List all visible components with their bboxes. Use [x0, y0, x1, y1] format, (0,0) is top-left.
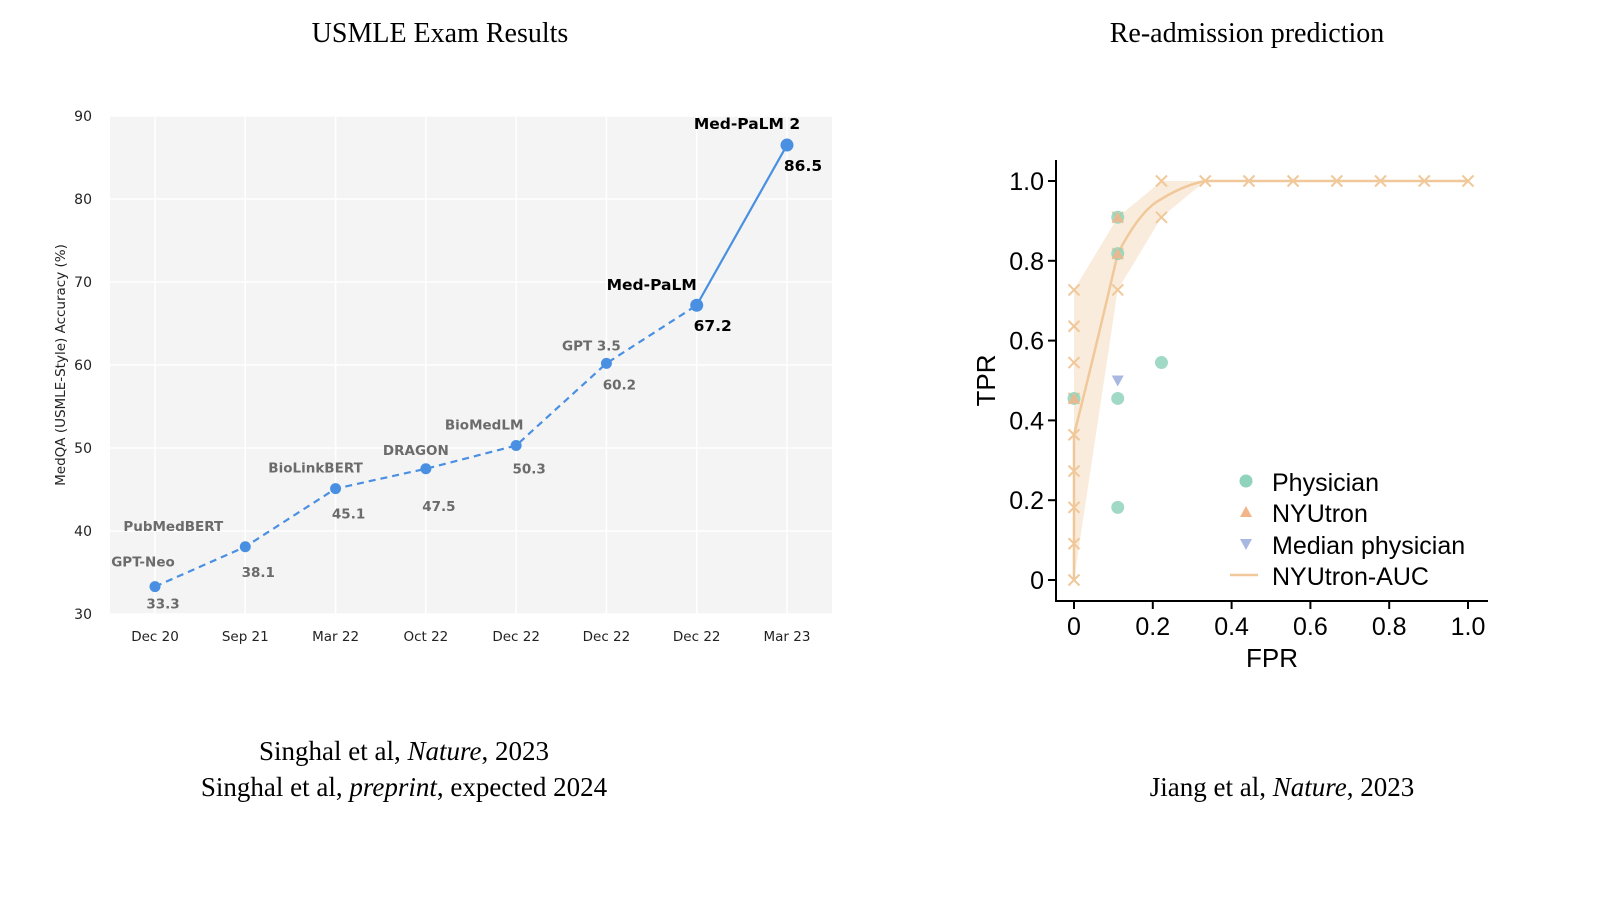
x-tick-label: 0.4 [1214, 613, 1249, 641]
citation-nature-2023: Singhal et al, Nature, 2023 [259, 736, 549, 767]
data-point [420, 463, 432, 475]
value-label: 45.1 [332, 507, 365, 523]
y-tick-label: 60 [74, 358, 92, 374]
value-label: 60.2 [603, 377, 636, 393]
model-label: BioLinkBERT [268, 461, 363, 477]
nyutron-marker [1068, 392, 1080, 404]
cross-marker [1067, 320, 1081, 333]
cross-stroke [1111, 283, 1124, 297]
x-tick-label: 0 [1067, 613, 1081, 641]
x-tick-label: Dec 22 [583, 629, 631, 645]
nyutron-auc-line [1072, 179, 1468, 580]
x-tick-label: 1.0 [1451, 613, 1486, 641]
citation-journal: preprint [349, 772, 437, 802]
citation-authors: Singhal et al, [259, 736, 408, 766]
y-tick-label: 70 [74, 275, 92, 291]
value-label: 86.5 [784, 157, 822, 175]
y-tick-label: 0 [1030, 567, 1044, 595]
y-axis-label: MedQA (USMLE-Style) Accuracy (%) [53, 244, 69, 486]
x-tick-label: Dec 22 [673, 629, 721, 645]
x-tick-label: 0.6 [1293, 613, 1328, 641]
citation-year: , 2023 [481, 736, 549, 766]
value-label: 47.5 [422, 499, 455, 515]
legend-label: Median physician [1272, 532, 1465, 560]
nyutron-marker [1111, 211, 1124, 223]
usmle-chart-title: USMLE Exam Results [311, 18, 569, 49]
auc-confidence-band [1074, 181, 1206, 580]
x-tick-label: Dec 20 [131, 629, 179, 645]
citation-journal: Nature [407, 736, 482, 766]
model-label: Med-PaLM [607, 276, 697, 294]
data-point [149, 581, 161, 593]
y-tick-label: 0.4 [1009, 407, 1044, 435]
citation-jiang-2023: Jiang et al, Nature, 2023 [1150, 772, 1414, 803]
legend-nyutron-marker [1240, 506, 1252, 517]
citation-journal: Nature [1272, 772, 1347, 802]
model-label: BioMedLM [445, 418, 523, 434]
cross-marker [1067, 356, 1081, 369]
readmission-chart-title: Re-admission prediction [1109, 18, 1385, 49]
x-axis-label: FPR [1246, 643, 1298, 673]
x-tick-label: Sep 21 [222, 629, 269, 645]
legend-median-marker [1240, 539, 1252, 550]
x-tick-label: Dec 22 [492, 629, 540, 645]
x-tick-label: Oct 22 [403, 629, 448, 645]
physician-marker [1111, 500, 1125, 514]
model-label: Med-PaLM 2 [694, 115, 800, 133]
data-point [780, 138, 794, 152]
model-label: GPT 3.5 [562, 338, 621, 354]
median-physician-marker [1111, 375, 1124, 387]
citation-preprint-2024: Singhal et al, preprint, expected 2024 [201, 772, 607, 803]
legend-label: Physician [1272, 469, 1379, 497]
data-point [510, 440, 522, 452]
data-point [239, 541, 251, 553]
legend-physician-marker [1239, 474, 1253, 488]
legend-label: NYUtron-AUC [1272, 563, 1429, 591]
y-tick-label: 80 [74, 192, 92, 208]
cross-marker [1155, 174, 1168, 188]
y-tick-label: 40 [74, 524, 92, 540]
legend-label: NYUtron [1272, 500, 1368, 528]
cross-marker [1155, 211, 1168, 224]
data-point [600, 357, 612, 369]
readmission-roc-chart: 0 0.2 0.4 0.6 0.8 1.0 0 0.2 0.4 0.6 0.8 1.0 FPR TPR Ph… [971, 160, 1488, 673]
nyutron-marker [1111, 247, 1124, 259]
cross-stroke [1067, 320, 1081, 333]
cross-stroke [1155, 174, 1168, 188]
model-label: DRAGON [383, 443, 449, 459]
cross-marker [1067, 283, 1081, 297]
y-tick-label: 1.0 [1009, 168, 1044, 196]
x-tick-label: 0.2 [1135, 613, 1170, 641]
x-tick-label: Mar 23 [764, 629, 811, 645]
cross-stroke [1067, 356, 1081, 369]
value-label: 67.2 [694, 317, 732, 335]
y-tick-label: 0.2 [1009, 487, 1044, 515]
y-tick-label: 90 [74, 109, 92, 125]
physician-marker [1154, 356, 1168, 370]
value-label: 50.3 [512, 462, 545, 478]
physician-marker [1111, 391, 1125, 405]
citation-authors: Jiang et al, [1149, 772, 1273, 802]
model-label: GPT-Neo [111, 555, 175, 571]
y-axis-label: TPR [971, 355, 1001, 407]
y-tick-label: 50 [74, 441, 92, 457]
citation-year: , 2023 [1346, 772, 1415, 802]
data-point [330, 483, 342, 495]
value-label: 38.1 [242, 565, 275, 581]
citation-year: , expected 2024 [436, 772, 608, 802]
x-tick-label: 0.8 [1372, 613, 1407, 641]
y-tick-label: 30 [74, 607, 92, 623]
cross-marker [1111, 283, 1124, 297]
series-line-solid [695, 144, 788, 306]
citation-authors: Singhal et al, [200, 772, 350, 802]
y-tick-label: 0.6 [1009, 328, 1044, 356]
x-tick-label: Mar 22 [312, 629, 359, 645]
cross-stroke [1067, 283, 1081, 297]
cross-stroke [1155, 211, 1168, 224]
value-label: 33.3 [146, 597, 179, 613]
usmle-line-chart: 30 40 50 60 70 80 90 Dec 20 Sep 21 Mar 22 Oct 22 De… [53, 109, 832, 645]
y-tick-label: 0.8 [1009, 248, 1044, 276]
model-label: PubMedBERT [123, 519, 224, 535]
data-point [690, 298, 704, 312]
